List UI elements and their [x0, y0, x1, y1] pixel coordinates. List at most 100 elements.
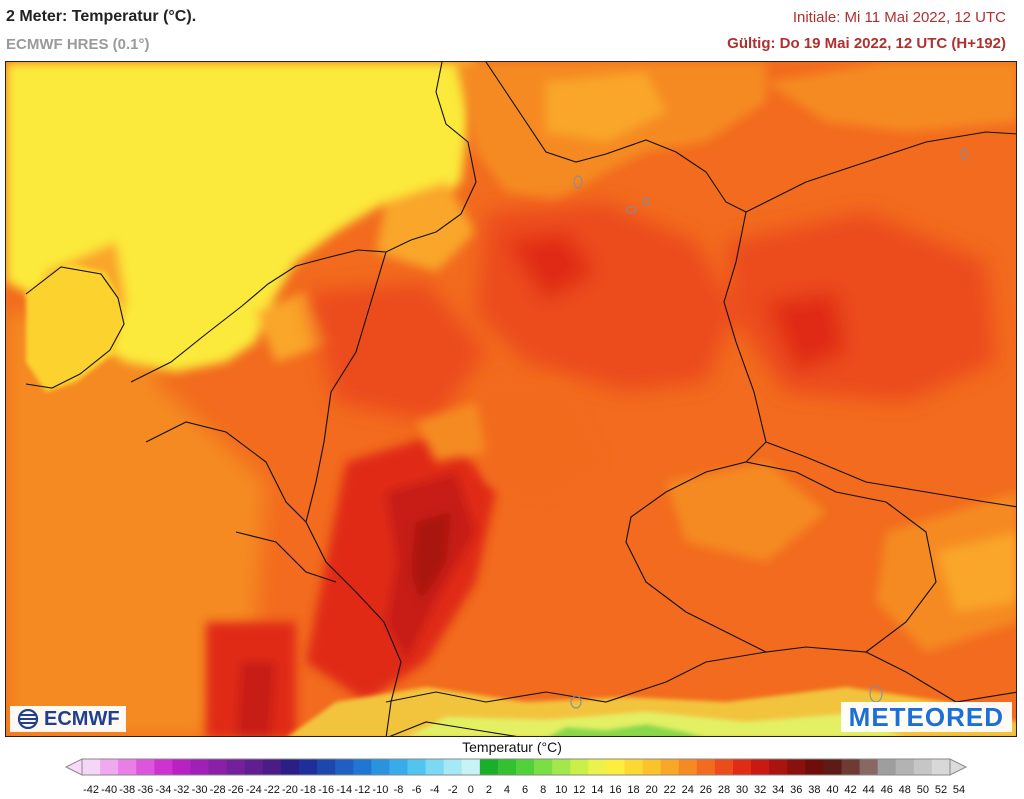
- legend-tick-label: 26: [700, 784, 712, 796]
- legend-tick-label: 36: [790, 784, 802, 796]
- init-time: Initiale: Mi 11 Mai 2022, 12 UTC: [792, 9, 1006, 26]
- legend-tick-label: 52: [935, 784, 947, 796]
- legend-tick-label: 24: [682, 784, 694, 796]
- legend-swatch: [877, 759, 897, 775]
- legend-tick-label: 12: [573, 784, 585, 796]
- legend-title: Temperatur (°C): [462, 739, 562, 755]
- legend-tick-label: -40: [101, 784, 117, 796]
- legend-swatch: [913, 759, 933, 775]
- ecmwf-logo-text: ECMWF: [44, 707, 120, 730]
- legend-swatch: [714, 759, 734, 775]
- legend-swatch: [588, 759, 607, 775]
- legend-tick-label: 30: [736, 784, 748, 796]
- legend-swatch: [534, 759, 553, 775]
- ecmwf-logo: ECMWF: [10, 706, 126, 732]
- legend-swatch: [751, 759, 770, 775]
- legend-swatch: [931, 759, 951, 775]
- legend-tick-label: 38: [808, 784, 820, 796]
- legend-tick-label: 6: [522, 784, 528, 796]
- legend-tick-label: -2: [448, 784, 458, 796]
- map-title: 2 Meter: Temperatur (°C).: [6, 8, 197, 25]
- legend-swatch: [226, 759, 246, 775]
- legend-swatch: [407, 759, 427, 775]
- legend-tick-label: 54: [953, 784, 965, 796]
- legend-swatch: [624, 759, 644, 775]
- ecmwf-mark-icon: [17, 709, 39, 729]
- legend-swatch: [335, 759, 354, 775]
- model-label: ECMWF HRES (0.1°): [6, 36, 150, 53]
- legend-swatch: [461, 759, 481, 775]
- legend-swatch: [678, 759, 698, 775]
- legend-swatch: [262, 759, 282, 775]
- legend-swatch: [516, 759, 535, 775]
- legend-tick-label: -10: [372, 784, 388, 796]
- legend-tick-label: 46: [881, 784, 893, 796]
- legend-swatch: [552, 759, 571, 775]
- legend-swatch: [787, 759, 806, 775]
- legend-tick-label: -22: [264, 784, 280, 796]
- legend-tick-label: 34: [772, 784, 784, 796]
- legend-swatch: [841, 759, 861, 775]
- legend-swatch: [606, 759, 625, 775]
- legend-swatch: [696, 759, 716, 775]
- legend-swatch: [660, 759, 680, 775]
- legend-swatch: [118, 759, 137, 775]
- legend-tick-label: 16: [609, 784, 621, 796]
- temperature-map[interactable]: ECMWF METEORED: [5, 61, 1017, 737]
- legend-swatch: [82, 759, 101, 775]
- legend-tick-label: 22: [664, 784, 676, 796]
- legend-swatch: [136, 759, 155, 775]
- field-uk: [26, 262, 126, 392]
- legend-tick-label: 0: [468, 784, 474, 796]
- legend-tick-label: -30: [192, 784, 208, 796]
- legend-swatch: [425, 759, 445, 775]
- legend-tick-label: 42: [844, 784, 856, 796]
- legend-swatch: [769, 759, 788, 775]
- legend-over-arrow: [949, 758, 968, 776]
- legend-tick-label: 18: [627, 784, 639, 796]
- legend-tick-label: -6: [412, 784, 422, 796]
- legend-swatch: [805, 759, 824, 775]
- legend-tick-label: -18: [300, 784, 316, 796]
- legend-swatch: [100, 759, 119, 775]
- legend-tick-label: -28: [210, 784, 226, 796]
- legend-tick-label: -34: [155, 784, 171, 796]
- legend-swatch: [895, 759, 915, 775]
- legend-swatch: [823, 759, 842, 775]
- temperature-field: [6, 62, 1016, 736]
- legend-tick-label: -14: [336, 784, 352, 796]
- legend-swatch: [299, 759, 318, 775]
- legend-tick-label: -8: [394, 784, 404, 796]
- legend-tick-label: -38: [119, 784, 135, 796]
- legend-tick-label: 8: [540, 784, 546, 796]
- legend-swatch: [733, 759, 752, 775]
- legend-tick-label: -32: [174, 784, 190, 796]
- legend-tick-label: 14: [591, 784, 603, 796]
- legend-tick-label: 48: [899, 784, 911, 796]
- legend-swatch: [208, 759, 228, 775]
- legend-tick-label: 10: [555, 784, 567, 796]
- legend-swatch: [479, 759, 499, 775]
- legend-outline: [81, 758, 951, 776]
- legend-tick-label: 28: [718, 784, 730, 796]
- borders: [25, 62, 1016, 736]
- legend-swatch: [280, 759, 300, 775]
- legend-tick-label: 4: [504, 784, 510, 796]
- legend-tick-label: 40: [826, 784, 838, 796]
- legend-tick-label: -4: [430, 784, 440, 796]
- legend-swatch: [443, 759, 463, 775]
- legend-swatch: [244, 759, 264, 775]
- legend-swatch: [172, 759, 191, 775]
- legend-swatch: [642, 759, 662, 775]
- meteored-logo: METEORED: [840, 702, 1012, 732]
- legend-swatch: [497, 759, 517, 775]
- legend-tick-label: 44: [863, 784, 875, 796]
- legend-tick-label: 50: [917, 784, 929, 796]
- legend-swatch: [389, 759, 408, 775]
- legend-swatch: [570, 759, 589, 775]
- color-legend: -42 -40 -38 -36 -34 -32 -30 -28 -26 -24 -22 -20 -18-…: [64, 758, 968, 796]
- field-hot-north: [306, 202, 996, 422]
- legend-under-arrow: [64, 758, 83, 776]
- legend-tick-label: -20: [282, 784, 298, 796]
- legend-swatch: [317, 759, 336, 775]
